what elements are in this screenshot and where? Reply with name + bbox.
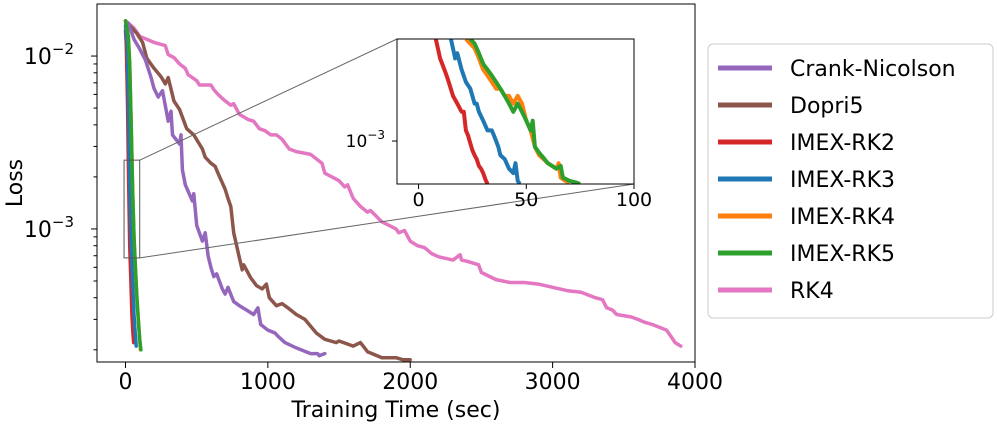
inset-x-tick-label-2: 100 [616,189,652,211]
inset-series-group [433,39,581,184]
series-line-rk4 [123,19,683,348]
y-tick-label-0: 10−3 [24,213,74,243]
series-line-crank-nicolson [126,21,327,358]
legend-label-imex-rk3: IMEX-RK3 [790,168,895,193]
legend-label-crank-nicolson: Crank-Nicolson [790,57,956,82]
x-tick-label-4: 4000 [667,370,723,395]
x-tick-label-1: 1000 [240,370,296,395]
inset-series-line-imex-rk2 [433,39,490,184]
zoom-connector-line-bottom [139,183,635,259]
zoom-connector-line-top [139,38,398,161]
y-axis-label: Loss [3,159,28,207]
legend-label-imex-rk2: IMEX-RK2 [790,131,895,156]
x-tick-label-3: 3000 [525,370,581,395]
inset-plot-border [396,38,635,185]
inset-series-line-imex-rk5 [468,39,581,184]
inset-y-tick-label-0: 10−3 [346,128,385,152]
x-tick-label-0: 0 [118,370,132,395]
x-axis: 0 1000 2000 3000 4000 Training Time (sec… [118,362,723,423]
y-tick-label-1: 10−2 [24,40,74,70]
inset-x-tick-label-0: 0 [412,189,424,211]
legend-label-imex-rk4: IMEX-RK4 [790,205,895,230]
series-line-imex-rk5 [123,19,143,352]
legend: Crank-Nicolson Dopri5 IMEX-RK2 IMEX-RK3 … [707,43,994,319]
y-axis: 10−3 10−2 Loss [3,40,97,243]
zoom-region-box [123,159,141,259]
legend-label-rk4: RK4 [790,279,834,304]
series-line-dopri5 [127,23,412,362]
inset-axes: 0 50 100 10−3 [346,128,652,211]
inset-x-tick-label-1: 50 [514,189,538,211]
legend-label-dopri5: Dopri5 [790,94,864,119]
main-minor-ticks [93,63,97,351]
main-series-group [123,19,683,362]
legend-label-imex-rk5: IMEX-RK5 [790,242,895,267]
x-tick-label-2: 2000 [382,370,438,395]
legend-box [707,43,994,319]
series-line-imex-rk3 [123,23,138,348]
x-axis-label: Training Time (sec) [291,398,501,423]
inset-series-line-imex-rk3 [448,39,522,184]
